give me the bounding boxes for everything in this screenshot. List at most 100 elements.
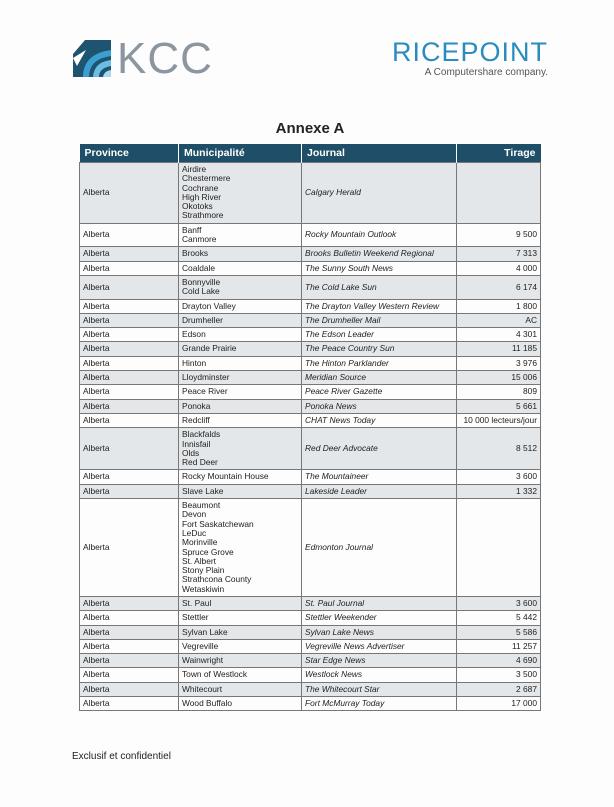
cell-municipalites: Coaldale [178,260,302,276]
cell-province: Alberta [79,681,179,698]
cell-municipalites: Lloydminster [178,370,302,386]
cell-province: Alberta [79,667,179,683]
municipalite-name: Blackfalds [182,429,221,440]
cell-journal: Westlock News [301,667,457,683]
municipalite-name: Devon [182,509,207,520]
table-row: Alberta Edson The Edson Leader 4 301 [79,327,541,343]
table-row: Alberta Wainwright Star Edge News 4 690 [79,653,541,669]
cell-municipalites: Drumheller [178,312,302,329]
cell-journal: Red Deer Advocate [301,427,457,471]
cell-journal: The Mountaineer [301,469,457,485]
cell-tirage: 6 174 [456,274,541,300]
cell-province: Alberta [79,398,179,414]
municipalite-name: Morinville [182,537,218,548]
cell-tirage: 15 006 [456,370,541,386]
cell-journal: CHAT News Today [301,412,457,429]
cell-journal: The Drayton Valley Western Review [301,298,457,314]
municipalite-name: Beaumont [182,500,221,511]
cell-journal: Stettler Weekender [301,610,457,626]
cell-province: Alberta [79,298,179,314]
municipalite-name: Drayton Valley [182,300,236,311]
header-tirage: Tirage [456,144,541,163]
cell-province: Alberta [79,341,179,357]
cell-journal: Vegreville News Advertiser [301,638,457,655]
municipalite-name: Chestermere [182,173,231,184]
municipalite-name: Brooks [182,248,209,259]
page-title: Annexe A [275,120,345,137]
cell-journal: Sylvan Lake News [301,624,457,640]
cell-province: Alberta [79,427,179,471]
cell-municipalites: Whitecourt [178,681,302,698]
municipalite-name: Edson [182,329,206,340]
cell-journal: The Peace Country Sun [301,341,457,357]
cell-province: Alberta [79,638,179,655]
cell-province: Alberta [79,162,179,224]
cell-province: Alberta [79,412,179,429]
footer-confidential: Exclusif et confidentiel [72,751,171,762]
table-row: Alberta Coaldale The Sunny South News 4 000 [79,260,541,276]
cell-municipalites: Ponoka [178,398,302,414]
municipalite-name: Wood Buffalo [182,698,232,709]
cell-tirage: 809 [456,384,541,400]
cell-province: Alberta [79,483,179,500]
cell-tirage: 7 313 [456,246,541,262]
cell-tirage: 3 500 [456,667,541,683]
cell-tirage: 5 586 [456,624,541,640]
cell-municipalites: Town of Westlock [178,667,302,683]
cell-province: Alberta [79,222,179,248]
cell-journal: The Cold Lake Sun [301,274,457,300]
cell-journal: Brooks Bulletin Weekend Regional [301,246,457,262]
table-row: Alberta Wood Buffalo Fort McMurray Today 17… [79,696,541,712]
cell-municipalites: St. Paul [178,595,302,612]
table-row: Alberta Vegreville Vegreville News Adverti… [79,638,541,655]
cell-tirage: 3 976 [456,355,541,372]
cell-municipalites: Bonnyville Cold Lake [178,274,302,300]
municipalite-name: Spruce Grove [182,546,234,557]
cell-municipalites: Blackfalds Innisfail Olds Red Deer [178,427,302,471]
cell-tirage: 1 332 [456,483,541,500]
table-row: Alberta Sylvan Lake Sylvan Lake News 5 586 [79,624,541,640]
municipalite-name: Wetaskiwin [182,583,225,594]
ricepoint-logo: RICEPOINT A Computershare company. [392,38,548,78]
municipalite-name: Canmore [182,234,217,245]
municipalite-name: Grande Prairie [182,343,237,354]
cell-municipalites: Sylvan Lake [178,624,302,640]
cell-municipalites: Drayton Valley [178,298,302,314]
table-row: Alberta Beaumont Devon Fort Saskatchewan LeD… [79,498,541,597]
cell-municipalites: Wainwright [178,653,302,669]
municipalite-name: Fort Saskatchewan [182,518,254,529]
table-row: Alberta Airdire Chestermere Cochrane High Ri… [79,162,541,224]
header-province: Province [79,144,179,163]
kcc-logo-mark-icon [73,40,111,77]
ricepoint-tagline: A Computershare company. [424,67,548,78]
table-header-row: Province Municipalité Journal Tirage [79,144,541,163]
table-row: Alberta Drayton Valley The Drayton Valley … [79,298,541,314]
cell-journal: The Whitecourt Star [301,681,457,698]
cell-tirage: 11 257 [456,638,541,655]
cell-tirage: 5 442 [456,610,541,626]
table-row: Alberta Bonnyville Cold Lake The Cold Lake … [79,274,541,300]
cell-journal: Fort McMurray Today [301,696,457,712]
cell-municipalites: Slave Lake [178,483,302,500]
cell-municipalites: Rocky Mountain House [178,469,302,485]
table-row: Alberta Whitecourt The Whitecourt Star 2 68… [79,681,541,698]
municipalite-name: Stettler [182,612,209,623]
table-row: Alberta Slave Lake Lakeside Leader 1 332 [79,483,541,500]
cell-tirage [456,498,541,597]
table-row: Alberta St. Paul St. Paul Journal 3 600 [79,595,541,612]
cell-municipalites: Hinton [178,355,302,372]
table-row: Alberta Grande Prairie The Peace Country S… [79,341,541,357]
header-journal: Journal [301,144,457,163]
kcc-logo: KCC [73,37,213,81]
cell-province: Alberta [79,595,179,612]
cell-municipalites: Wood Buffalo [178,696,302,712]
cell-province: Alberta [79,624,179,640]
newspaper-table: Province Municipalité Journal Tirage Alb… [79,144,541,712]
municipalite-name: Stony Plain [182,565,225,576]
table-row: Alberta Stettler Stettler Weekender 5 442 [79,610,541,626]
cell-journal: Star Edge News [301,653,457,669]
cell-municipalites: Brooks [178,246,302,262]
municipalite-name: Coaldale [182,262,216,273]
cell-journal: St. Paul Journal [301,595,457,612]
cell-tirage: 5 661 [456,398,541,414]
